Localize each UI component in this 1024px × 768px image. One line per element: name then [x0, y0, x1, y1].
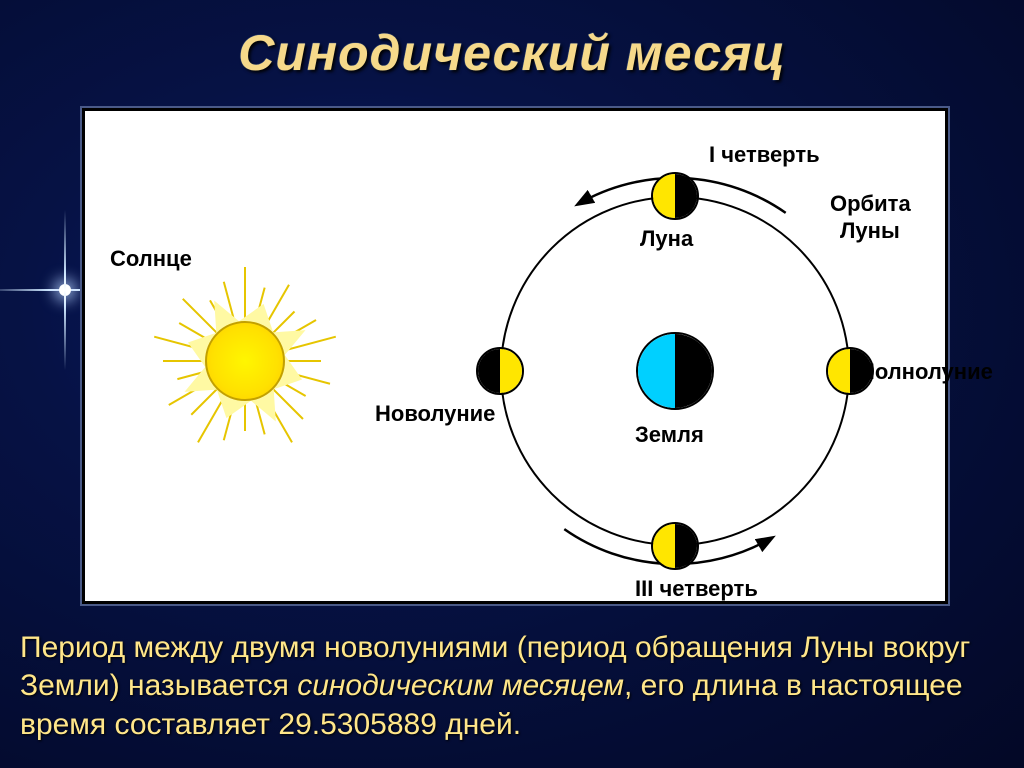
moon-label-new: Новолуние [375, 401, 495, 427]
earth [636, 332, 714, 410]
caption-em: синодическим месяцем [297, 669, 624, 702]
orbit-label-line2: Луны [840, 218, 900, 244]
moon-first-quarter [651, 172, 699, 220]
diagram-frame: Солнце Земля Орбита Луны Луна [80, 106, 950, 606]
caption: Период между двумя новолуниями (период о… [20, 629, 1004, 744]
earth-label: Земля [635, 422, 704, 448]
moon-third-quarter [651, 522, 699, 570]
slide-title: Синодический месяц [0, 24, 1024, 82]
orbit-label-line1: Орбита [830, 191, 911, 217]
moon-word-label: Луна [640, 226, 693, 252]
diagram-canvas: Солнце Земля Орбита Луны Луна [85, 111, 945, 601]
moon-new [476, 347, 524, 395]
sun-core [205, 321, 285, 401]
sun [145, 261, 345, 461]
moon-label-first-quarter: I четверть [709, 142, 820, 168]
earth-dark-side [675, 334, 712, 408]
moon-label-third-quarter: III четверть [635, 576, 758, 602]
sun-label: Солнце [110, 246, 192, 272]
earth-lit-side [638, 334, 675, 408]
moon-label-full: Полнолуние [859, 359, 993, 385]
